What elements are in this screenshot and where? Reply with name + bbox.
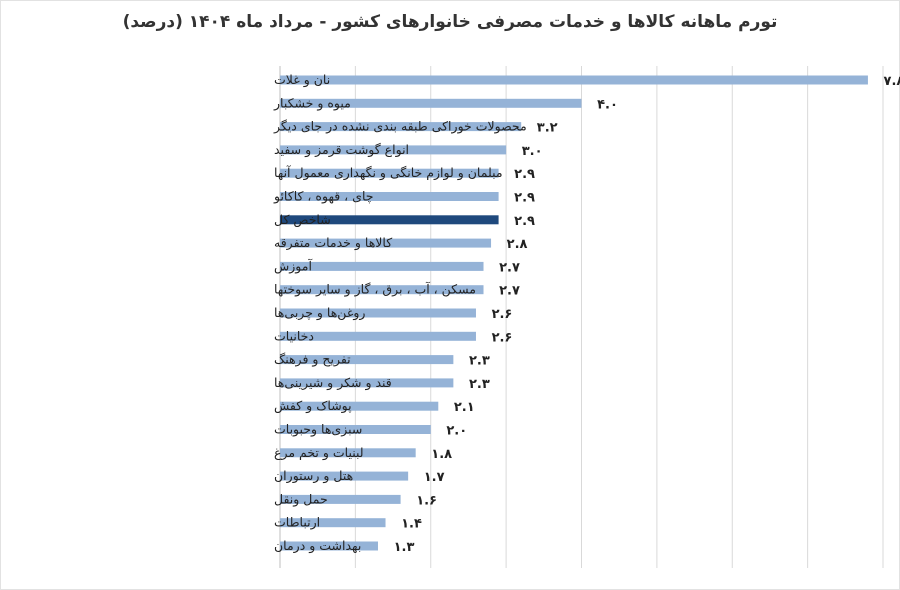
category-label: سبزی‌ها وحبوبات bbox=[274, 422, 362, 438]
value-label: ۱.۶ bbox=[416, 493, 437, 508]
value-label: ۲.۱ bbox=[454, 400, 475, 415]
bar bbox=[280, 122, 522, 132]
value-label: ۲.۹ bbox=[514, 167, 535, 182]
value-label: ۱.۸ bbox=[431, 447, 452, 462]
value-label: ۳.۲ bbox=[537, 121, 558, 136]
category-label: ارتباطات bbox=[274, 515, 320, 531]
bar bbox=[280, 355, 454, 365]
value-label: ۱.۷ bbox=[424, 470, 445, 485]
category-label: لبنیات و تخم مرغ bbox=[274, 445, 364, 461]
bar bbox=[280, 494, 401, 504]
bar bbox=[280, 541, 378, 551]
category-label: آموزش bbox=[274, 258, 312, 274]
category-label: هتل و رستوران bbox=[274, 468, 353, 484]
value-label: ۴.۰ bbox=[597, 97, 618, 112]
bar bbox=[280, 518, 386, 528]
bar bbox=[280, 448, 416, 458]
bar-total-index bbox=[280, 215, 499, 225]
bars bbox=[280, 75, 868, 551]
bar bbox=[280, 425, 431, 434]
value-label: ۲.۷ bbox=[499, 260, 520, 275]
category-label: تفریح و فرهنگ bbox=[274, 352, 351, 368]
category-label: چای ، قهوه ، کاکائو bbox=[273, 189, 373, 205]
value-label: ۲.۶ bbox=[492, 330, 513, 345]
category-label: بهداشت و درمان bbox=[274, 538, 361, 554]
value-label: ۲.۸ bbox=[507, 237, 528, 252]
labels: نان و غلات ۷.۸ میوه و خشکبار ۴.۰ محصولات خور… bbox=[273, 72, 900, 555]
category-label: حمل ونقل bbox=[274, 491, 328, 507]
bar bbox=[280, 98, 582, 108]
bar bbox=[280, 285, 484, 295]
category-label: کالاها و خدمات متفرقه bbox=[274, 235, 392, 251]
value-label: ۲.۹ bbox=[514, 214, 535, 229]
bar bbox=[280, 145, 507, 155]
value-label: ۷.۸ bbox=[884, 74, 900, 89]
bar bbox=[280, 378, 454, 388]
category-label: نان و غلات bbox=[274, 72, 330, 88]
category-label: روغن‌ها و چربی‌ها bbox=[274, 305, 365, 321]
value-label: ۲.۳ bbox=[469, 354, 490, 369]
value-label: ۲.۹ bbox=[514, 191, 535, 206]
value-label: ۲.۰ bbox=[446, 424, 467, 439]
value-label: ۱.۴ bbox=[401, 517, 422, 532]
category-label: انواع گوشت قرمز و سفید bbox=[274, 142, 409, 158]
value-label: ۲.۶ bbox=[492, 307, 513, 322]
bar bbox=[280, 471, 409, 481]
bar bbox=[280, 168, 499, 178]
category-label: میوه و خشکبار bbox=[273, 95, 351, 111]
bar bbox=[280, 261, 484, 271]
category-label: پوشاک و کفش bbox=[274, 398, 352, 414]
chart-title: تورم ماهانه کالاها و خدمات مصرفی خانواره… bbox=[122, 12, 778, 32]
bar bbox=[280, 75, 868, 85]
bar bbox=[280, 331, 476, 341]
category-label: مبلمان و لوازم خانگی و نگهداری معمول آنه… bbox=[274, 165, 503, 181]
value-label: ۱.۳ bbox=[394, 540, 415, 555]
bar bbox=[280, 401, 439, 411]
category-label: قند و شکر و شیرینی‌ها bbox=[274, 375, 392, 391]
category-label: شاخص کل bbox=[274, 212, 331, 228]
bar bbox=[280, 238, 492, 248]
category-label: مسکن ، آب ، برق ، گاز و سایر سوختها bbox=[274, 282, 476, 298]
value-label: ۲.۳ bbox=[469, 377, 490, 392]
category-label: محصولات خوراکی طبقه بندی نشده در جای دیگ… bbox=[273, 119, 527, 135]
value-label: ۳.۰ bbox=[522, 144, 543, 159]
category-label: دخانیات bbox=[274, 328, 314, 343]
bar bbox=[280, 192, 499, 201]
value-label: ۲.۷ bbox=[499, 284, 520, 299]
bar bbox=[280, 308, 476, 318]
